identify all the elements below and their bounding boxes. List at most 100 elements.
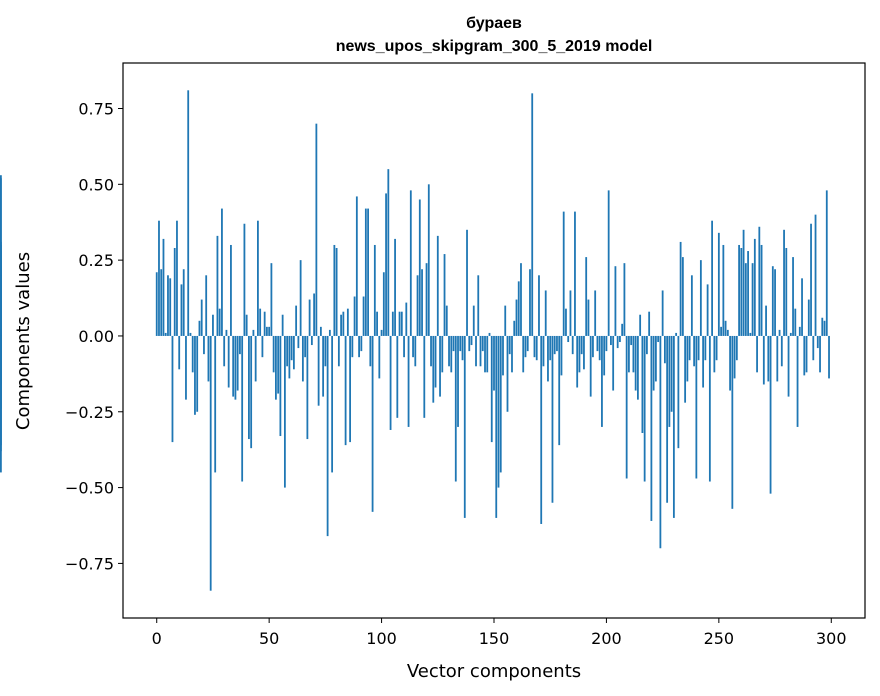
bar-150 xyxy=(493,335,495,391)
bar-212 xyxy=(632,335,635,373)
bar-263 xyxy=(747,251,749,336)
bar-204 xyxy=(614,266,617,336)
bar-88 xyxy=(353,296,356,336)
bar-245 xyxy=(706,284,709,336)
bar-230 xyxy=(672,335,675,518)
bar-249 xyxy=(715,335,718,361)
bar-170 xyxy=(538,275,540,336)
bar-11 xyxy=(180,284,183,336)
bar-94 xyxy=(367,208,369,336)
bar-85 xyxy=(346,308,349,336)
bar-220 xyxy=(650,335,653,521)
y-tick-label: −0.75 xyxy=(65,554,114,573)
bar-116 xyxy=(416,275,419,336)
bar-89 xyxy=(355,196,358,336)
bar-121 xyxy=(427,184,430,336)
bar-248 xyxy=(713,335,716,373)
bar-278 xyxy=(780,335,783,367)
bar-207 xyxy=(621,323,624,336)
bar-14 xyxy=(187,90,190,336)
bar-153 xyxy=(499,335,502,473)
bar-96 xyxy=(371,335,374,512)
bar-109 xyxy=(400,311,403,336)
bar-101 xyxy=(382,272,385,336)
bar-142 xyxy=(475,335,477,367)
bar-260 xyxy=(740,248,743,336)
bar-183 xyxy=(567,335,570,343)
bar-75 xyxy=(324,335,327,367)
bar-33 xyxy=(230,244,232,336)
bars-group xyxy=(0,90,830,591)
bar-198 xyxy=(601,335,603,427)
bar-154 xyxy=(502,335,504,376)
bar-296 xyxy=(821,317,824,336)
bar-110 xyxy=(403,335,405,358)
bar-173 xyxy=(544,290,547,336)
x-tick-label: 250 xyxy=(704,629,735,648)
bar-59 xyxy=(288,335,291,379)
bar-179 xyxy=(558,335,561,446)
bar-160 xyxy=(515,299,518,336)
bar-268 xyxy=(758,226,761,336)
bar-18 xyxy=(196,335,199,412)
bar-5 xyxy=(167,275,169,336)
x-tick-label: 200 xyxy=(591,629,622,648)
bar-205 xyxy=(616,335,619,349)
bar-255 xyxy=(729,335,731,391)
bar-225 xyxy=(661,290,664,336)
bar-undefined xyxy=(0,329,2,336)
bar-100 xyxy=(380,329,383,336)
x-tick-label: 50 xyxy=(259,629,279,648)
bar-68 xyxy=(308,299,311,336)
bar-29 xyxy=(221,208,223,336)
bar-280 xyxy=(785,248,788,336)
bar-291 xyxy=(810,223,812,336)
bar-16 xyxy=(191,335,194,373)
bar-3 xyxy=(162,238,165,336)
bar-201 xyxy=(607,190,610,336)
bar-186 xyxy=(574,211,576,336)
bar-111 xyxy=(405,302,408,336)
bar-9 xyxy=(176,220,178,336)
bar-1 xyxy=(158,220,160,336)
bar-275 xyxy=(774,269,776,336)
y-tick-label: 0.50 xyxy=(78,175,114,194)
bar-272 xyxy=(767,335,770,382)
bar-67 xyxy=(306,335,309,440)
bar-256 xyxy=(731,335,734,509)
bar-269 xyxy=(760,244,763,336)
bar-147 xyxy=(486,335,489,373)
bar-2 xyxy=(160,269,163,336)
bar-138 xyxy=(466,229,468,336)
bar-262 xyxy=(744,263,747,336)
bar-209 xyxy=(625,335,628,479)
x-tick-label: 300 xyxy=(816,629,847,648)
bar-97 xyxy=(373,244,376,336)
bar-79 xyxy=(333,244,336,336)
bar-226 xyxy=(663,335,666,364)
bar-206 xyxy=(619,335,621,343)
bar-53 xyxy=(275,335,277,400)
bar-130 xyxy=(448,335,450,367)
bar-47 xyxy=(261,335,264,358)
bar-290 xyxy=(807,299,810,336)
bar-6 xyxy=(169,278,172,336)
bar-295 xyxy=(819,335,821,373)
bar-69 xyxy=(310,335,313,346)
bar-43 xyxy=(252,329,255,336)
bar-44 xyxy=(254,335,257,382)
bar-297 xyxy=(823,320,826,336)
bar-141 xyxy=(472,305,475,336)
bar-288 xyxy=(803,335,806,376)
bar-124 xyxy=(434,335,437,388)
x-tick-label: 0 xyxy=(152,629,162,648)
x-tick-label: 100 xyxy=(366,629,397,648)
bar-229 xyxy=(670,335,673,412)
bar-73 xyxy=(319,326,322,336)
bar-171 xyxy=(540,335,543,524)
bar-267 xyxy=(756,335,758,373)
y-tick-label: −0.25 xyxy=(65,403,114,422)
bar-28 xyxy=(218,308,221,336)
bar-38 xyxy=(241,335,244,482)
bar-undefined xyxy=(0,335,2,385)
